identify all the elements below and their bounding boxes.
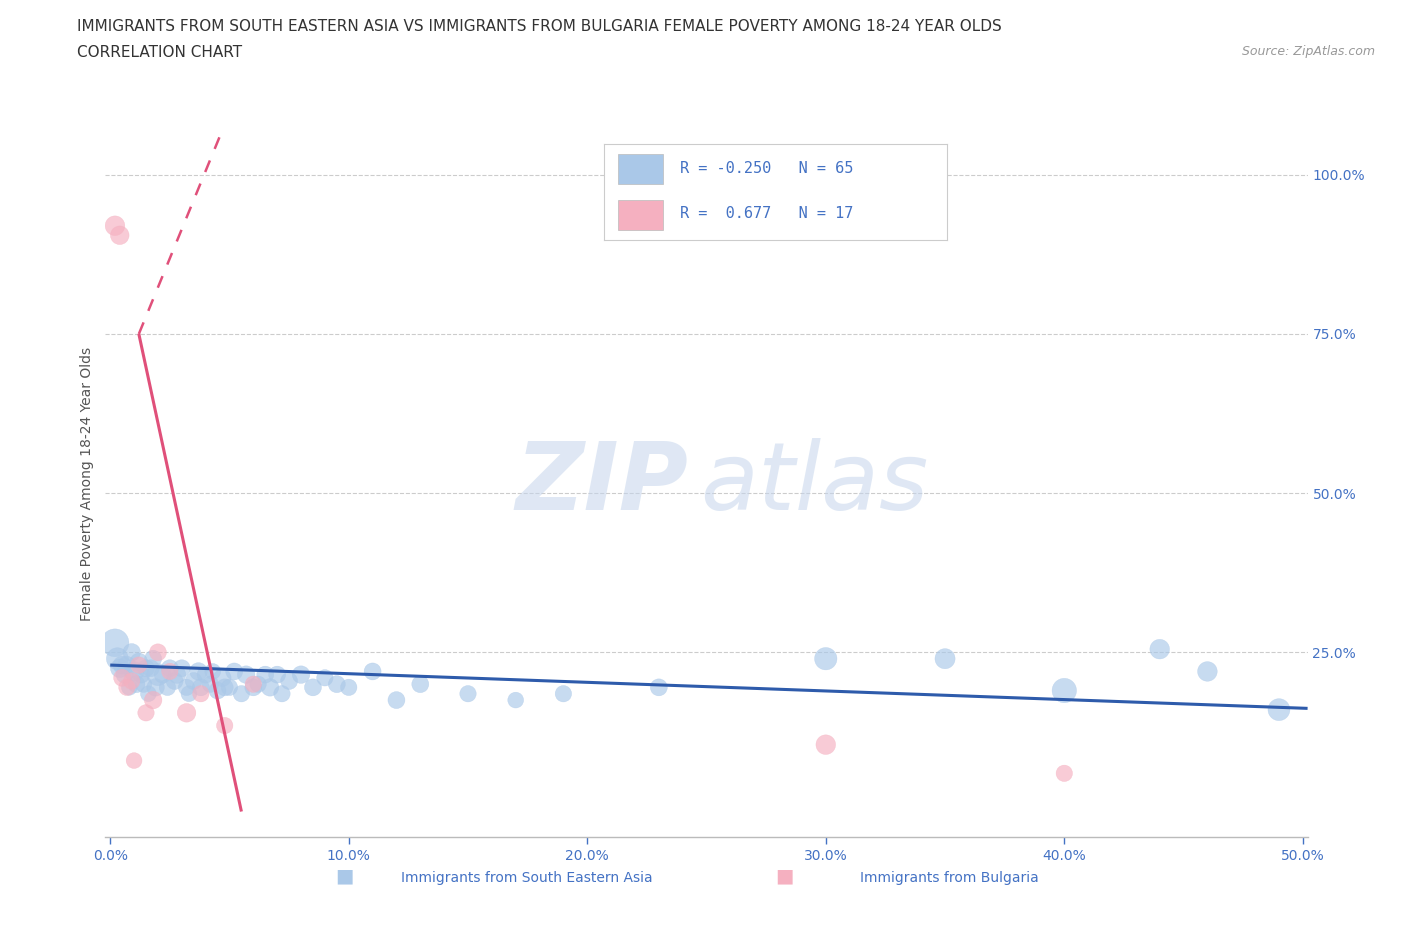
Point xyxy=(166,667,188,682)
Point xyxy=(128,655,150,670)
Point xyxy=(190,686,212,701)
Point xyxy=(190,680,212,695)
Point xyxy=(242,677,264,692)
Point xyxy=(242,680,264,695)
Point xyxy=(142,693,165,708)
Point xyxy=(214,718,236,733)
Point xyxy=(105,651,128,666)
Point xyxy=(146,667,169,682)
Point xyxy=(111,671,134,685)
Point xyxy=(156,680,179,695)
Point xyxy=(128,658,150,672)
Point xyxy=(115,680,138,695)
Point xyxy=(1053,766,1076,781)
Point xyxy=(159,661,181,676)
Point xyxy=(254,667,277,682)
Point xyxy=(183,673,205,688)
Point xyxy=(108,228,131,243)
Point xyxy=(553,686,575,701)
Point xyxy=(135,661,157,676)
Point xyxy=(114,667,136,682)
Point xyxy=(121,644,143,659)
Point xyxy=(121,673,143,688)
Point xyxy=(457,686,479,701)
Point xyxy=(146,644,169,659)
Point xyxy=(152,667,174,682)
Text: ZIP: ZIP xyxy=(516,438,689,529)
Point xyxy=(235,667,257,682)
Point xyxy=(135,705,157,720)
Point xyxy=(266,667,288,682)
Point xyxy=(648,680,671,695)
Point xyxy=(1268,702,1291,717)
Point xyxy=(170,661,193,676)
Point xyxy=(934,651,956,666)
Point xyxy=(1197,664,1219,679)
Text: Source: ZipAtlas.com: Source: ZipAtlas.com xyxy=(1241,45,1375,58)
Point xyxy=(104,219,127,233)
Point xyxy=(361,664,384,679)
Point xyxy=(1053,684,1076,698)
Point xyxy=(278,673,301,688)
Point xyxy=(163,673,186,688)
Point xyxy=(271,686,294,701)
Point xyxy=(139,661,162,676)
Point xyxy=(142,651,165,666)
Point xyxy=(326,677,349,692)
Point xyxy=(409,677,432,692)
Point xyxy=(385,693,408,708)
Point xyxy=(138,686,160,701)
Point xyxy=(231,686,253,701)
Y-axis label: Female Poverty Among 18-24 Year Olds: Female Poverty Among 18-24 Year Olds xyxy=(80,347,94,620)
Text: Immigrants from Bulgaria: Immigrants from Bulgaria xyxy=(859,871,1039,885)
Point xyxy=(122,664,145,679)
Point xyxy=(337,680,360,695)
Point xyxy=(224,664,246,679)
Point xyxy=(129,667,152,682)
Point xyxy=(218,680,240,695)
Point xyxy=(125,677,148,692)
Point xyxy=(104,635,127,650)
Point xyxy=(132,677,155,692)
Text: Immigrants from South Eastern Asia: Immigrants from South Eastern Asia xyxy=(402,871,652,885)
Point xyxy=(122,753,145,768)
Point xyxy=(207,684,229,698)
Text: CORRELATION CHART: CORRELATION CHART xyxy=(77,45,242,60)
Text: IMMIGRANTS FROM SOUTH EASTERN ASIA VS IMMIGRANTS FROM BULGARIA FEMALE POVERTY AM: IMMIGRANTS FROM SOUTH EASTERN ASIA VS IM… xyxy=(77,19,1002,33)
Point xyxy=(187,664,209,679)
Point xyxy=(111,658,134,672)
Point xyxy=(108,661,131,676)
Point xyxy=(115,658,138,672)
Point xyxy=(302,680,325,695)
Point xyxy=(505,693,527,708)
Point xyxy=(814,737,837,752)
Point xyxy=(814,651,837,666)
Point xyxy=(290,667,312,682)
Point xyxy=(176,680,198,695)
Text: atlas: atlas xyxy=(700,438,929,529)
Point xyxy=(314,671,336,685)
Point xyxy=(211,671,233,685)
Point xyxy=(177,686,200,701)
Point xyxy=(118,680,141,695)
Point xyxy=(259,680,281,695)
Point xyxy=(194,667,217,682)
Point xyxy=(214,680,236,695)
Point xyxy=(145,680,167,695)
Point xyxy=(200,677,222,692)
Point xyxy=(176,705,198,720)
Text: ■: ■ xyxy=(775,867,794,885)
Point xyxy=(1149,642,1171,657)
Point xyxy=(201,664,224,679)
Point xyxy=(159,664,181,679)
Text: ■: ■ xyxy=(335,867,354,885)
Point xyxy=(247,677,270,692)
